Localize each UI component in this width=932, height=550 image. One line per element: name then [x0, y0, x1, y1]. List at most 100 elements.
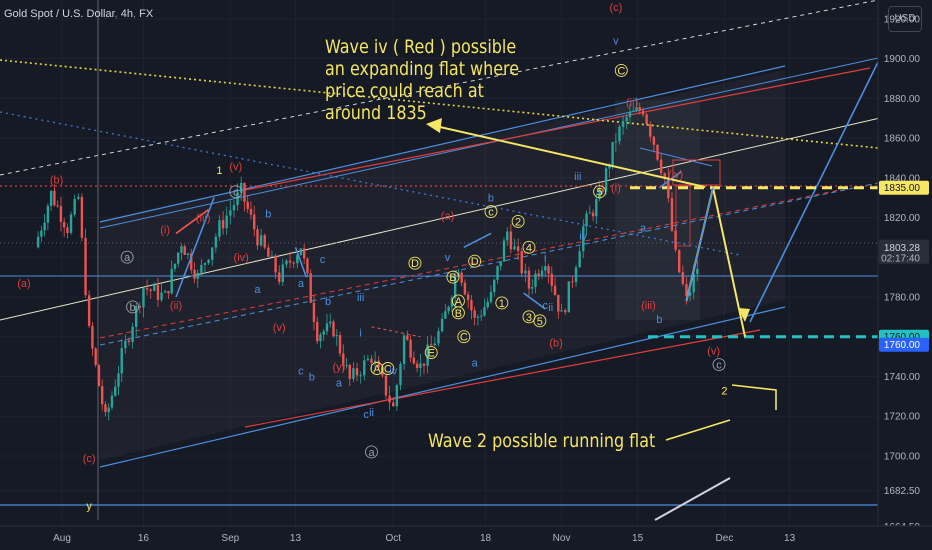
candle-body	[153, 284, 156, 291]
candle-body	[312, 302, 316, 322]
candle-body	[649, 124, 652, 137]
candle-body	[316, 321, 319, 342]
wave-labels: (a) (b) (c) y a b (i) (ii) (iii) 1 (v) c (iv) b a (v) a c…	[17, 2, 727, 513]
candle-body	[299, 248, 303, 256]
wave-label: ii	[369, 407, 374, 419]
wave-iv-arrow	[439, 126, 706, 188]
candle-body	[496, 266, 499, 280]
wave-label: C	[460, 332, 468, 344]
wave-label-circle	[511, 215, 525, 228]
candle-body	[196, 272, 199, 279]
candle-body	[288, 260, 292, 263]
candle-body	[239, 182, 243, 193]
wave-iv-line-2: an expanding flat where	[325, 58, 520, 80]
wave-label: c	[363, 409, 369, 421]
candle-body	[160, 292, 163, 300]
wave-label: a	[336, 377, 343, 389]
candle-body	[200, 264, 203, 273]
candle-body	[302, 248, 306, 259]
candle-body	[628, 111, 632, 118]
symbol-source: FX	[139, 8, 154, 20]
candle-body	[611, 141, 614, 167]
candle-body	[278, 272, 281, 282]
x-tick-label: 13	[784, 533, 796, 544]
wave-label: b	[488, 193, 494, 205]
y-axis-background	[878, 0, 932, 550]
candle-body	[520, 250, 523, 274]
y-tick-label: 1920.00	[884, 14, 921, 25]
wave-sketch-line	[523, 292, 546, 310]
candle-body	[274, 255, 277, 273]
wave-label: (v)	[229, 161, 242, 173]
wave-label: v	[613, 36, 619, 48]
wave-label: (v)	[273, 322, 286, 334]
wave-label-circle	[446, 270, 460, 284]
candle-body	[66, 227, 69, 234]
price-marker-1835-bg	[879, 180, 929, 195]
candle-body	[444, 311, 447, 319]
candle-body	[73, 198, 76, 215]
candle-body	[296, 255, 299, 264]
candle-body	[483, 307, 486, 316]
price-marker-1835: 1835.00	[884, 183, 921, 194]
candle-body	[516, 246, 520, 251]
wave-label: y	[86, 501, 92, 513]
candle-body	[203, 263, 207, 265]
wave-label: 5	[537, 316, 543, 328]
wave-label: 3	[526, 312, 532, 324]
wave-label: i	[359, 328, 361, 340]
currency-unit-button[interactable]: USD	[888, 6, 922, 32]
wave-label: (y)	[333, 362, 346, 374]
short-white-line	[654, 477, 731, 521]
candle-body	[509, 231, 513, 250]
candle-body	[170, 268, 173, 294]
wave-label: (v)	[707, 346, 720, 358]
candle-body	[460, 272, 463, 283]
candle-body	[256, 229, 259, 246]
candle-body	[173, 263, 177, 269]
candle-body	[259, 235, 263, 246]
candle-body	[62, 221, 66, 228]
price-marker-1760-blue: 1760.00	[884, 340, 921, 351]
candle-body	[97, 365, 101, 387]
candle-body	[384, 375, 388, 396]
red-box-small	[675, 185, 691, 247]
candle-body	[370, 358, 373, 364]
candle-body	[46, 206, 50, 223]
wave-2-arrow	[665, 419, 731, 441]
candle-body	[621, 121, 625, 127]
candle-body	[87, 295, 91, 326]
wave-label: a	[254, 284, 261, 296]
candle-body	[91, 325, 94, 349]
wave-label-circle	[370, 362, 384, 375]
candle-body	[437, 331, 440, 344]
candle-body	[120, 348, 123, 374]
wave-label: 1	[216, 165, 222, 177]
candle-body	[635, 107, 638, 111]
wave-label: D	[471, 256, 479, 268]
candle-body	[335, 335, 338, 337]
wave-label-circle	[229, 185, 243, 199]
candle-body	[366, 358, 370, 361]
candle-body	[598, 189, 601, 199]
candle-body	[281, 264, 285, 282]
wave-label: b	[130, 302, 136, 314]
wave-label: iv	[579, 230, 587, 242]
candle-body	[681, 272, 685, 284]
candle-body	[527, 270, 531, 289]
wave-label-circle	[468, 254, 482, 268]
candle-body	[309, 273, 312, 303]
forecast-blue-leg	[685, 187, 714, 302]
box-diagonal	[639, 147, 713, 167]
candle-body	[604, 168, 608, 192]
red-upper-line	[244, 67, 871, 191]
candle-body	[114, 386, 117, 396]
wave-iv-line-1: Wave iv ( Red ) possible	[325, 36, 517, 58]
candle-body	[80, 196, 84, 238]
wave-label: (i)	[160, 224, 170, 236]
wave-iv-line-4: around 1835	[325, 102, 427, 124]
candle-body	[645, 114, 648, 125]
candle-body	[659, 159, 663, 174]
candle-body	[163, 291, 167, 293]
